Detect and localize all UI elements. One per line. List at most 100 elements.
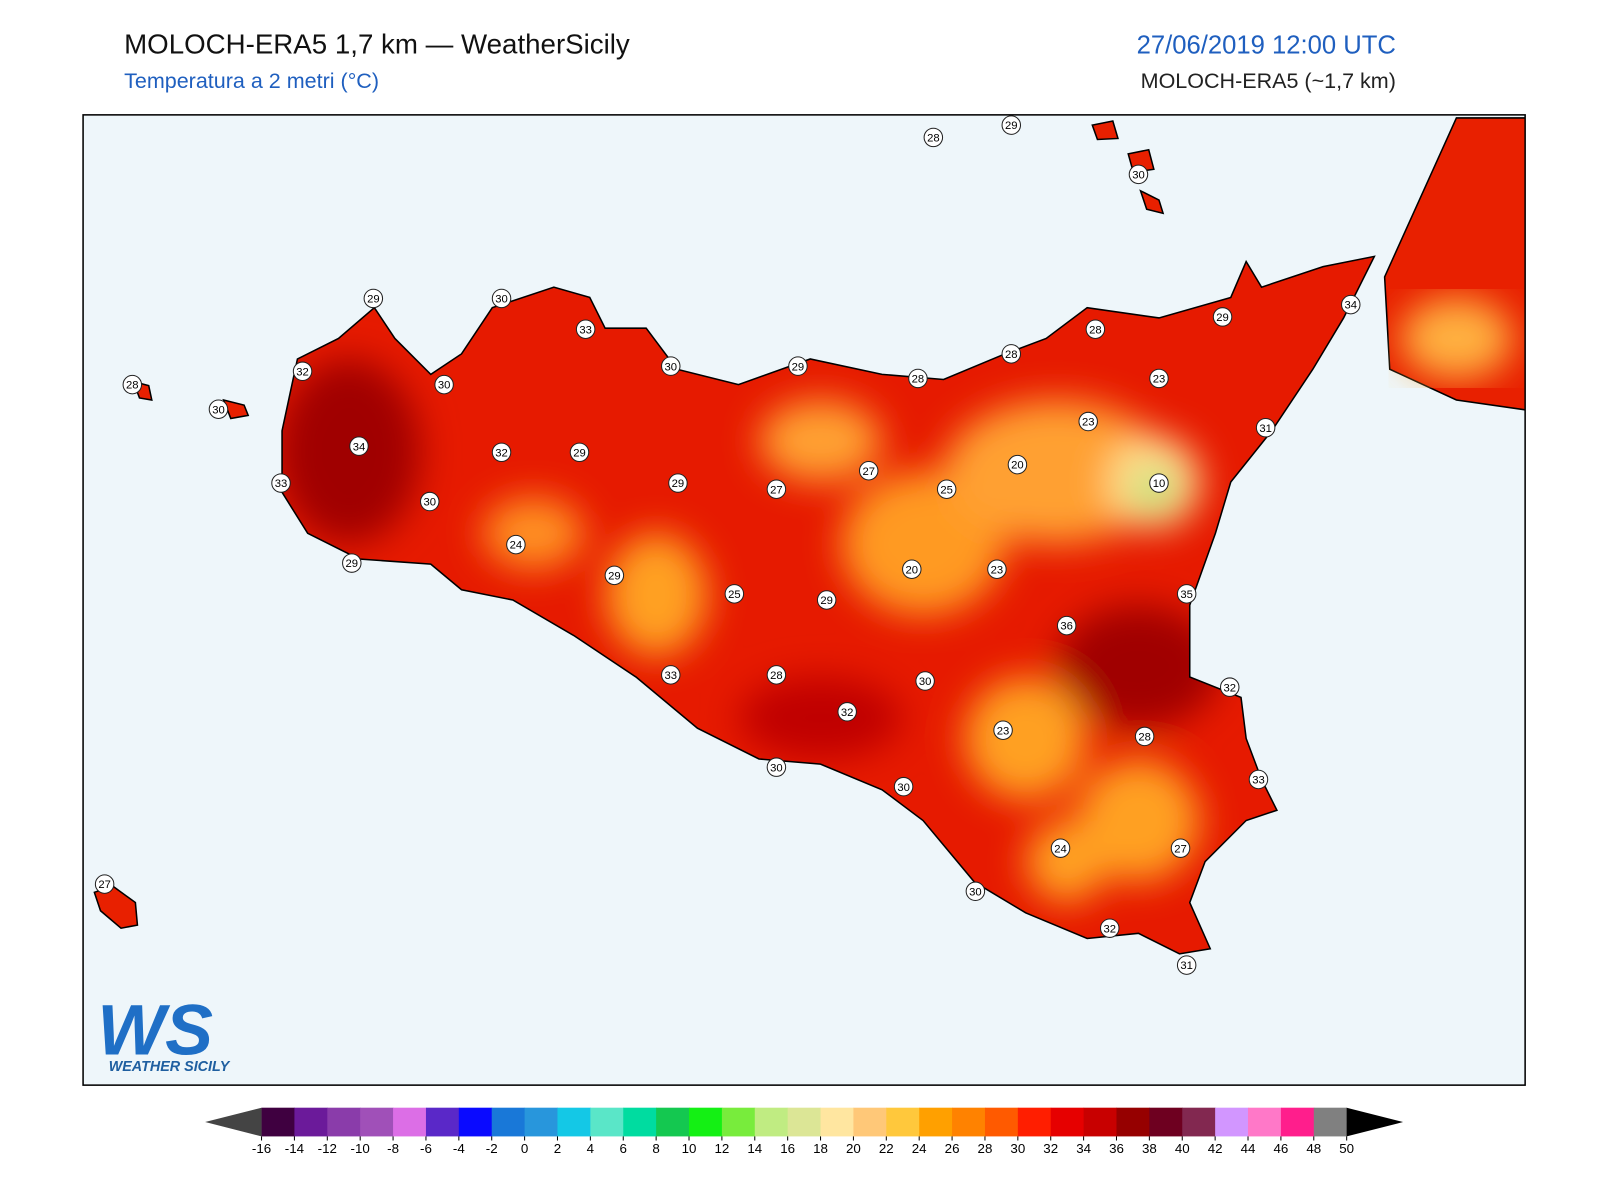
station-marker: [936, 479, 957, 499]
subtitle: Temperatura a 2 metri (°C): [124, 69, 379, 93]
station-value: 30: [438, 380, 451, 392]
station-marker: [661, 665, 681, 685]
station-value: 34: [353, 441, 366, 453]
title: MOLOCH-ERA5 1,7 km — WeatherSicily: [124, 28, 630, 59]
station-value: 29: [820, 595, 833, 607]
heat-blob: [1400, 297, 1513, 380]
station-marker: [1050, 838, 1071, 858]
station-value: 33: [579, 324, 592, 336]
station-marker: [349, 436, 369, 456]
station-marker: [816, 590, 837, 610]
colorbar-segment: [491, 1107, 526, 1137]
station-value: 32: [841, 707, 854, 719]
station-marker: [908, 368, 928, 389]
station-value: 23: [997, 725, 1010, 737]
station-value: 27: [1174, 843, 1187, 855]
colorbar-tick-label: 18: [813, 1141, 828, 1156]
colorbar-tick-label: 28: [978, 1141, 993, 1156]
colorbar-segment: [294, 1107, 328, 1137]
station-marker: [858, 461, 879, 481]
station-value: 28: [912, 374, 925, 386]
station-marker: [1149, 473, 1169, 493]
logo-name: WEATHER SICILY: [109, 1059, 231, 1075]
station-value: 29: [346, 558, 359, 570]
station-marker: [1176, 584, 1197, 604]
station-value: 30: [423, 497, 436, 509]
colorbar-segment: [261, 1107, 295, 1137]
station-value: 33: [1252, 775, 1265, 787]
colorbar-tick-label: 14: [747, 1141, 762, 1156]
colorbar-tick-label: 2: [554, 1141, 561, 1156]
colorbar-tick-label: -6: [420, 1141, 432, 1156]
colorbar-tick-label: 26: [945, 1141, 960, 1156]
colorbar-segment: [327, 1107, 361, 1137]
station-value: 28: [770, 670, 783, 682]
station-value: 30: [919, 676, 932, 688]
station-value: 35: [1180, 589, 1193, 601]
colorbar-tick-label: 22: [879, 1141, 894, 1156]
station-marker: [569, 442, 590, 463]
station-value: 24: [1054, 843, 1067, 855]
station-value: 10: [1153, 478, 1166, 490]
station-value: 36: [1060, 621, 1073, 633]
station-marker: [987, 559, 1007, 579]
station-marker: [1128, 164, 1149, 185]
station-marker: [661, 356, 681, 376]
station-value: 29: [1216, 312, 1229, 324]
station-marker: [902, 559, 922, 579]
station-value: 32: [495, 447, 508, 459]
station-value: 29: [608, 570, 621, 582]
station-marker: [1078, 411, 1098, 432]
colorbar-tick-label: 32: [1043, 1141, 1058, 1156]
colorbar-tick-label: 42: [1208, 1141, 1223, 1156]
station-marker: [363, 288, 384, 309]
colorbar-tick-label: 44: [1241, 1141, 1256, 1156]
station-marker: [1007, 454, 1028, 475]
colorbar-segment: [393, 1107, 427, 1137]
station-value: 28: [126, 380, 139, 392]
station-marker: [1341, 294, 1361, 315]
colorbar-tick-label: 38: [1142, 1141, 1157, 1156]
station-marker: [506, 534, 526, 555]
colorbar-segment: [919, 1107, 953, 1137]
station-value: 27: [770, 484, 783, 496]
colorbar-segment: [984, 1107, 1019, 1137]
station-value: 32: [1103, 923, 1116, 935]
logo-mark: WS: [97, 990, 213, 1070]
colorbar-tick-label: 6: [620, 1141, 627, 1156]
station-value: 23: [1153, 374, 1166, 386]
colorbar-tick-label: 48: [1306, 1141, 1321, 1156]
colorbar-segment: [524, 1107, 558, 1137]
colorbar-segment: [656, 1107, 690, 1137]
station-value: 30: [969, 886, 982, 898]
station-value: 34: [1345, 300, 1358, 312]
station-value: 25: [940, 484, 953, 496]
colorbar-tick-label: 24: [912, 1141, 927, 1156]
colorbar-tick-label: 12: [714, 1141, 729, 1156]
station-marker: [208, 399, 229, 419]
station-marker: [915, 671, 935, 691]
station-marker: [491, 288, 512, 309]
station-marker: [1176, 955, 1197, 975]
islands: [93, 120, 1165, 930]
colorbar-tick-label: 4: [587, 1141, 595, 1156]
station-marker: [788, 356, 808, 376]
station-marker: [604, 565, 625, 586]
station-marker: [837, 702, 857, 722]
station-marker: [271, 473, 291, 493]
station-marker: [342, 553, 362, 573]
colorbar-tick-label: 36: [1109, 1141, 1124, 1156]
station-marker: [575, 319, 596, 339]
station-marker: [1248, 769, 1269, 790]
colorbar-segment: [754, 1107, 789, 1137]
station-value: 25: [728, 589, 741, 601]
station-marker: [668, 473, 688, 493]
colorbar-tick-label: 8: [652, 1141, 659, 1156]
colorbar-segment: [360, 1107, 394, 1137]
station-value: 30: [770, 762, 783, 774]
station-marker: [94, 874, 115, 894]
station-value: 32: [296, 366, 309, 378]
station-value: 30: [212, 404, 225, 416]
colorbar-segment: [721, 1107, 756, 1137]
